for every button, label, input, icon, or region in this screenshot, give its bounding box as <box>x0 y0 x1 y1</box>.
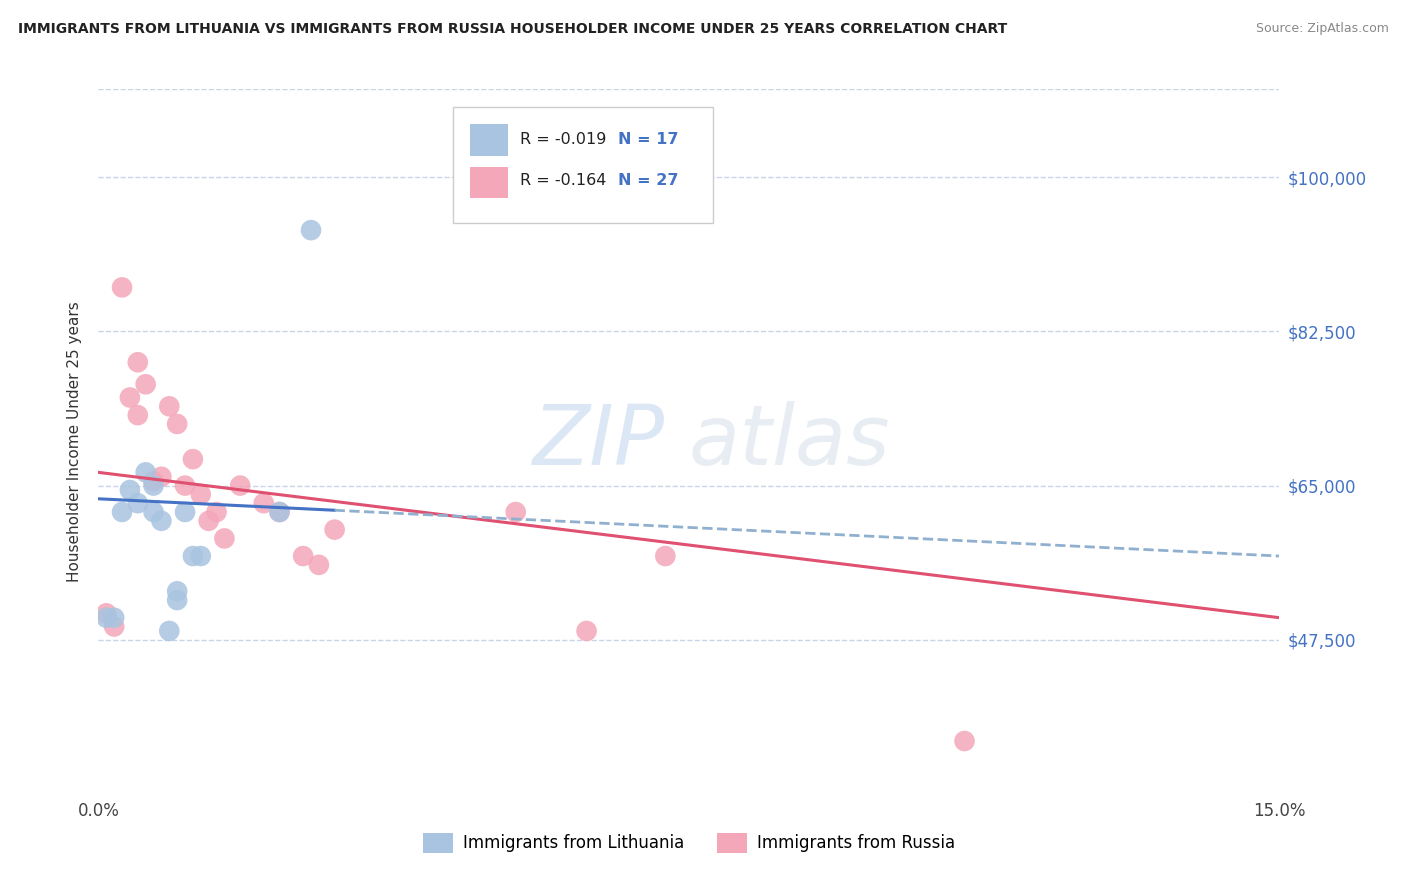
Point <box>229 478 252 492</box>
Point <box>323 523 346 537</box>
Point <box>205 505 228 519</box>
Point <box>190 549 212 563</box>
Point <box>308 558 330 572</box>
Point <box>103 619 125 633</box>
Point <box>103 610 125 624</box>
Point <box>197 514 219 528</box>
Point <box>174 505 197 519</box>
Text: ZIP: ZIP <box>533 401 665 482</box>
Point <box>269 505 291 519</box>
Point <box>654 549 676 563</box>
Text: R = -0.164: R = -0.164 <box>520 173 606 188</box>
Point <box>96 610 118 624</box>
Point <box>142 505 165 519</box>
Text: atlas: atlas <box>689 401 890 482</box>
Text: Source: ZipAtlas.com: Source: ZipAtlas.com <box>1256 22 1389 36</box>
Point <box>111 280 134 294</box>
Point <box>135 466 157 480</box>
Point <box>135 377 157 392</box>
Point <box>174 478 197 492</box>
FancyBboxPatch shape <box>453 107 713 223</box>
Point <box>142 474 165 488</box>
Bar <box>471 124 508 156</box>
Point <box>157 624 180 638</box>
Point <box>157 399 180 413</box>
Point <box>166 593 188 607</box>
Text: R = -0.019: R = -0.019 <box>520 132 606 147</box>
Text: IMMIGRANTS FROM LITHUANIA VS IMMIGRANTS FROM RUSSIA HOUSEHOLDER INCOME UNDER 25 : IMMIGRANTS FROM LITHUANIA VS IMMIGRANTS … <box>18 22 1008 37</box>
Point <box>127 355 149 369</box>
Point <box>269 505 291 519</box>
Point <box>190 487 212 501</box>
Point <box>127 496 149 510</box>
Point <box>299 223 322 237</box>
Point <box>118 391 141 405</box>
Point <box>111 505 134 519</box>
Text: N = 27: N = 27 <box>619 173 679 188</box>
Point <box>505 505 527 519</box>
Y-axis label: Householder Income Under 25 years: Householder Income Under 25 years <box>66 301 82 582</box>
Point <box>142 478 165 492</box>
Point <box>118 483 141 497</box>
Point <box>150 514 173 528</box>
Point <box>166 584 188 599</box>
Point <box>253 496 276 510</box>
Bar <box>471 167 508 198</box>
Point <box>575 624 598 638</box>
Point <box>127 408 149 422</box>
Legend: Immigrants from Lithuania, Immigrants from Russia: Immigrants from Lithuania, Immigrants fr… <box>416 826 962 860</box>
Point <box>181 452 204 467</box>
Point <box>214 532 236 546</box>
Text: N = 17: N = 17 <box>619 132 679 147</box>
Point <box>953 734 976 748</box>
Point <box>150 469 173 483</box>
Point <box>181 549 204 563</box>
Point <box>292 549 315 563</box>
Point <box>96 607 118 621</box>
Point <box>166 417 188 431</box>
